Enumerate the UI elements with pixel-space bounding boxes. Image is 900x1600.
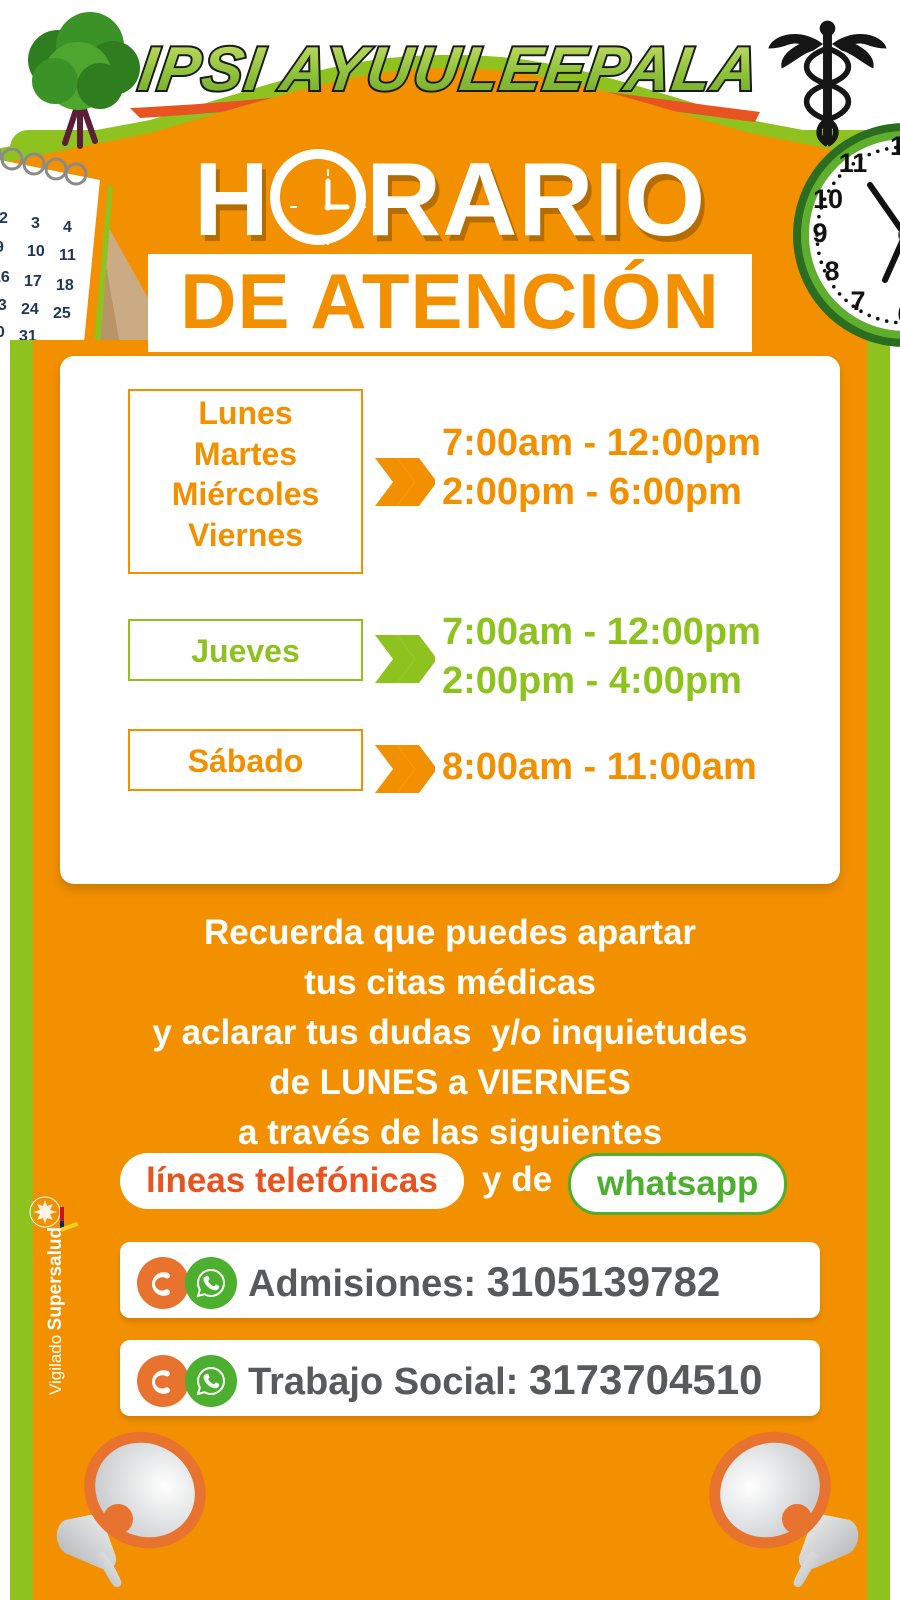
svg-text:IPSI AYUULEEPALA: IPSI AYUULEEPALA bbox=[135, 35, 764, 104]
